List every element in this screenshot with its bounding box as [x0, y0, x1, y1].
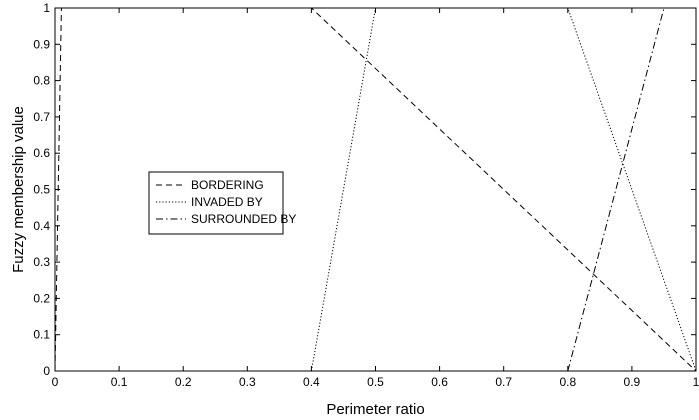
- y-tick-label: 0.9: [33, 37, 50, 51]
- x-tick-label: 0.1: [111, 375, 128, 389]
- y-axis-label: Fuzzy membership value: [10, 106, 27, 273]
- x-tick-label: 0.6: [431, 375, 448, 389]
- x-tick-label: 0.2: [175, 375, 192, 389]
- series-line-surrounded-by: [567, 7, 696, 372]
- y-tick-label: 0.6: [33, 146, 50, 160]
- x-tick-label: 0.7: [495, 375, 512, 389]
- x-tick-label: 0: [52, 375, 59, 389]
- series-lines: [54, 7, 697, 372]
- y-tick-label: 0.8: [33, 74, 50, 88]
- legend-label: SURROUNDED BY: [191, 212, 296, 226]
- x-tick-label: 0.4: [303, 375, 320, 389]
- y-tick-label: 0.5: [33, 183, 50, 197]
- y-tick-label: 0.1: [33, 328, 50, 342]
- x-tick-label: 1: [693, 375, 699, 389]
- axis-ticks: 0 0.1 0.2 0.3 0.4 0.5 0.6 0.7 0.8 0.9 1 0 0.1 0.2 0.3 0…: [33, 1, 699, 389]
- y-tick-label: 0: [43, 364, 50, 378]
- x-tick-label: 0.5: [367, 375, 384, 389]
- x-tick-label: 0.8: [559, 375, 576, 389]
- series-line-bordering: [54, 7, 697, 372]
- x-axis-label: Perimeter ratio: [326, 401, 424, 418]
- x-tick-label: 0.9: [624, 375, 641, 389]
- x-tick-label: 0.3: [239, 375, 256, 389]
- series-line-invaded-by: [310, 7, 697, 372]
- legend-box: [148, 171, 284, 235]
- legend: BORDERING INVADED BY SURROUNDED BY: [148, 171, 296, 235]
- y-tick-label: 0.2: [33, 291, 50, 305]
- y-tick-label: 0.3: [33, 255, 50, 269]
- legend-label: BORDERING: [191, 178, 264, 192]
- y-tick-label: 1: [43, 1, 50, 15]
- y-tick-label: 0.7: [33, 110, 50, 124]
- y-tick-label: 0.4: [33, 219, 50, 233]
- legend-label: INVADED BY: [191, 195, 263, 209]
